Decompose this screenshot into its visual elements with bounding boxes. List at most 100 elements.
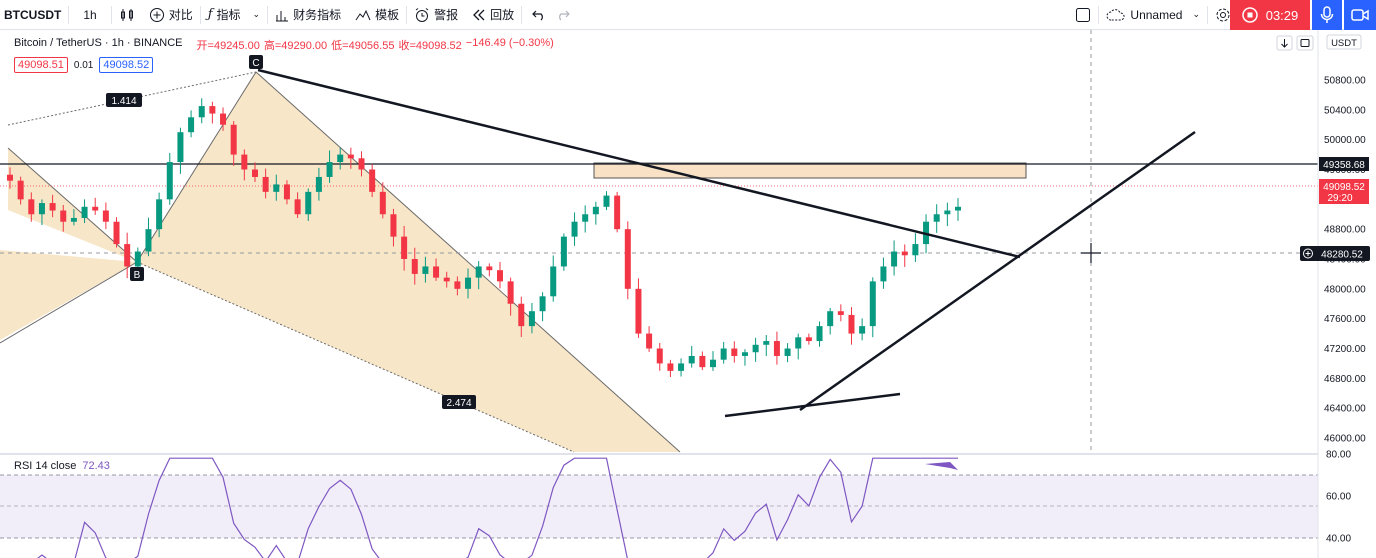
candle <box>7 174 13 181</box>
compare-button[interactable]: 对比 <box>142 0 200 30</box>
candle <box>507 281 514 304</box>
chevron-down-icon: ⌄ <box>252 9 261 19</box>
cloud-icon <box>1106 8 1125 20</box>
gear-icon <box>1216 8 1230 21</box>
undo-icon <box>532 10 544 20</box>
spread-value: 0.01 <box>73 59 94 71</box>
candle <box>465 277 472 289</box>
price-tick-label: 46400.00 <box>1324 404 1366 415</box>
currency-badge-bg[interactable] <box>1326 34 1362 50</box>
candle <box>102 210 109 222</box>
pattern-leg[interactable] <box>255 71 681 453</box>
candle <box>837 311 844 315</box>
candle <box>805 337 812 342</box>
candle <box>603 195 610 207</box>
bid-price[interactable]: 49098.51 <box>14 57 68 73</box>
candle <box>156 199 163 230</box>
candle <box>646 333 653 349</box>
candle <box>230 124 237 155</box>
price-axis[interactable] <box>1318 30 1376 558</box>
redo-button[interactable] <box>551 0 575 30</box>
ratio-label: 2.474 <box>446 398 471 409</box>
resistance-zone[interactable] <box>593 162 1027 179</box>
layout-name-button[interactable]: Unnamed ⌄ <box>1099 0 1207 30</box>
pattern-dotted-ratio[interactable] <box>136 261 575 453</box>
candle <box>592 206 599 215</box>
chart-type-button[interactable] <box>112 0 142 30</box>
candle <box>688 355 695 364</box>
candle <box>28 199 35 215</box>
divider <box>1098 5 1100 24</box>
rsi-line <box>37 457 958 558</box>
crosshair-price-label: 48280.52 <box>1321 250 1363 261</box>
price-tick-label: 50800.00 <box>1324 76 1366 87</box>
rsi-tick-label: 40.00 <box>1326 534 1351 545</box>
chevron-down-icon: ⌄ <box>1192 9 1200 19</box>
bar-chart-icon <box>276 10 289 21</box>
bid-ask-panel: 49098.51 0.01 49098.52 <box>14 57 154 73</box>
arrow-down-icon <box>1281 39 1288 48</box>
fullscreen-layout-toggle[interactable] <box>1068 0 1098 30</box>
harmonic-pattern-fill-left[interactable] <box>0 250 137 340</box>
candle <box>17 180 24 200</box>
settings-button[interactable] <box>1208 0 1238 30</box>
divider <box>521 5 523 24</box>
candle <box>81 206 88 218</box>
indicators-label: 指标 <box>216 8 241 22</box>
templates-button[interactable]: 模板 <box>348 0 406 30</box>
maximize-icon <box>1300 39 1310 47</box>
rsi-axis-ticks: 80.00 60.00 40.00 <box>1326 450 1351 545</box>
alerts-button[interactable]: 警报 <box>407 0 465 30</box>
candle <box>901 251 908 256</box>
price-tick-label: 46000.00 <box>1324 434 1366 445</box>
interval-button[interactable]: 1h <box>69 0 110 30</box>
candle <box>635 288 642 334</box>
webcam-button[interactable] <box>1344 0 1376 30</box>
point-label-b: B <box>134 270 141 281</box>
replay-button[interactable]: 回放 <box>465 0 521 30</box>
microphone-button[interactable] <box>1312 0 1342 30</box>
ohlc-close: 收=49098.52 <box>398 40 462 52</box>
candle <box>251 169 258 177</box>
price-tick-label: 50000.00 <box>1324 135 1366 146</box>
symbol-search-button[interactable]: BTCUSDT <box>0 0 68 30</box>
support-trendline[interactable] <box>724 392 901 418</box>
ohlc-open: 开=49245.00 <box>196 40 260 52</box>
price-tick-label: 48800.00 <box>1324 225 1366 236</box>
candle <box>390 214 397 237</box>
descending-trendline[interactable] <box>257 68 1021 259</box>
ratio-label: 1.414 <box>111 96 136 107</box>
recording-button[interactable]: 03:29 <box>1230 0 1310 30</box>
candle <box>773 341 780 356</box>
square-icon <box>1076 7 1091 22</box>
candle <box>912 244 919 256</box>
price-tick-label: 46800.00 <box>1324 374 1366 385</box>
candle <box>273 184 280 192</box>
undo-button[interactable] <box>522 0 551 30</box>
pattern-leg[interactable] <box>136 71 257 263</box>
stop-record-icon <box>1241 7 1258 23</box>
indicators-button[interactable]: ƒ 指标 ⌄ <box>201 0 267 30</box>
rsi-value-marker <box>925 462 958 470</box>
candle <box>496 270 503 282</box>
price-tick-label: 47200.00 <box>1324 344 1366 355</box>
candle <box>134 251 141 267</box>
ask-price[interactable]: 49098.52 <box>99 57 154 73</box>
harmonic-pattern-fill-main[interactable] <box>137 72 680 452</box>
candle <box>358 158 365 170</box>
rsi-label: RSI 14 close <box>14 460 77 472</box>
candle <box>369 169 376 192</box>
candle <box>305 191 312 215</box>
price-chart[interactable]: 1.414 2.474 C B 50800.00 50400.00 50000.00… <box>0 30 1376 558</box>
level-price-label-bg <box>1319 157 1369 171</box>
rsi-legend: RSI 14 close 72.43 <box>14 460 110 472</box>
ascending-trendline[interactable] <box>799 130 1196 412</box>
maximize-pane-button[interactable] <box>1296 35 1314 51</box>
candle <box>667 363 674 371</box>
recording-timer: 03:29 <box>1265 7 1299 23</box>
candle <box>710 359 717 368</box>
financials-button[interactable]: 财务指标 <box>268 0 348 30</box>
add-plus-icon[interactable] <box>1303 248 1313 259</box>
candle <box>49 203 56 211</box>
pattern-leg[interactable] <box>0 261 138 344</box>
